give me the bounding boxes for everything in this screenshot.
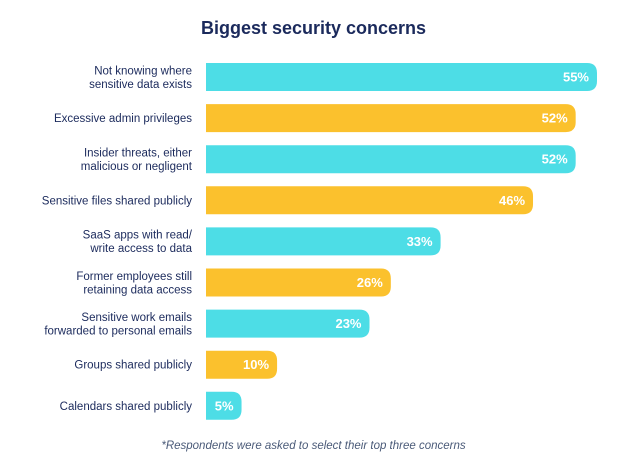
bars-group — [206, 63, 597, 420]
category-label-line: malicious or negligent — [81, 161, 193, 173]
category-label-line: SaaS apps with read/ — [83, 230, 193, 242]
category-label-9: Calendars shared publicly — [60, 401, 193, 413]
category-label-4: Sensitive files shared publicly — [42, 195, 192, 207]
value-label-4: 46% — [499, 193, 525, 208]
category-label-line: sensitive data exists — [89, 79, 192, 91]
category-label-3: Insider threats, either malicious or negl… — [81, 147, 193, 173]
category-label-6: Former employees still retaining data acc… — [76, 271, 192, 297]
category-label-line: forwarded to personal emails — [44, 325, 192, 337]
category-label-line: Sensitive work emails — [81, 312, 192, 324]
category-label-line: retaining data access — [83, 284, 192, 296]
category-label-line: Calendars shared publicly — [60, 401, 193, 413]
value-label-7: 23% — [335, 316, 361, 331]
category-label-8: Groups shared publicly — [74, 360, 192, 372]
value-label-2: 52% — [542, 111, 568, 126]
value-label-5: 33% — [407, 234, 433, 249]
category-label-line: Insider threats, either — [84, 147, 192, 159]
value-label-1: 55% — [563, 70, 589, 85]
chart-title: Biggest security concerns — [200, 18, 427, 38]
bar-4 — [206, 186, 534, 215]
category-label-line: Not knowing where — [94, 65, 192, 77]
bar-2 — [206, 104, 576, 133]
footnote: *Respondents were asked to select their … — [161, 440, 466, 452]
value-label-3: 52% — [542, 152, 568, 167]
value-label-8: 10% — [243, 357, 269, 372]
value-label-6: 26% — [357, 275, 383, 290]
value-label-9: 5% — [215, 398, 234, 413]
category-label-line: write access to data — [89, 243, 192, 255]
bar-5 — [206, 227, 441, 256]
category-label-line: Groups shared publicly — [74, 360, 192, 372]
category-label-7: Sensitive work emails forwarded to person… — [44, 312, 192, 338]
bar-8 — [206, 350, 278, 379]
category-label-1: Not knowing where sensitive data exists — [89, 65, 192, 91]
bar-3 — [206, 145, 576, 174]
category-label-line: Former employees still — [76, 271, 192, 283]
value-labels-group: 55% 52% 52% 46% 33% 26% 23% 10% 5% — [215, 70, 590, 414]
bar-6 — [206, 268, 391, 297]
bar-9 — [206, 391, 242, 420]
bar-7 — [206, 309, 370, 338]
bar-1 — [206, 63, 597, 91]
category-label-line: Sensitive files shared publicly — [42, 195, 192, 207]
category-labels-group: Not knowing where sensitive data exists Ex… — [42, 65, 193, 413]
category-label-line: Excessive admin privileges — [54, 113, 192, 125]
category-label-5: SaaS apps with read/write access to data — [83, 230, 193, 256]
category-label-2: Excessive admin privileges — [54, 113, 192, 125]
